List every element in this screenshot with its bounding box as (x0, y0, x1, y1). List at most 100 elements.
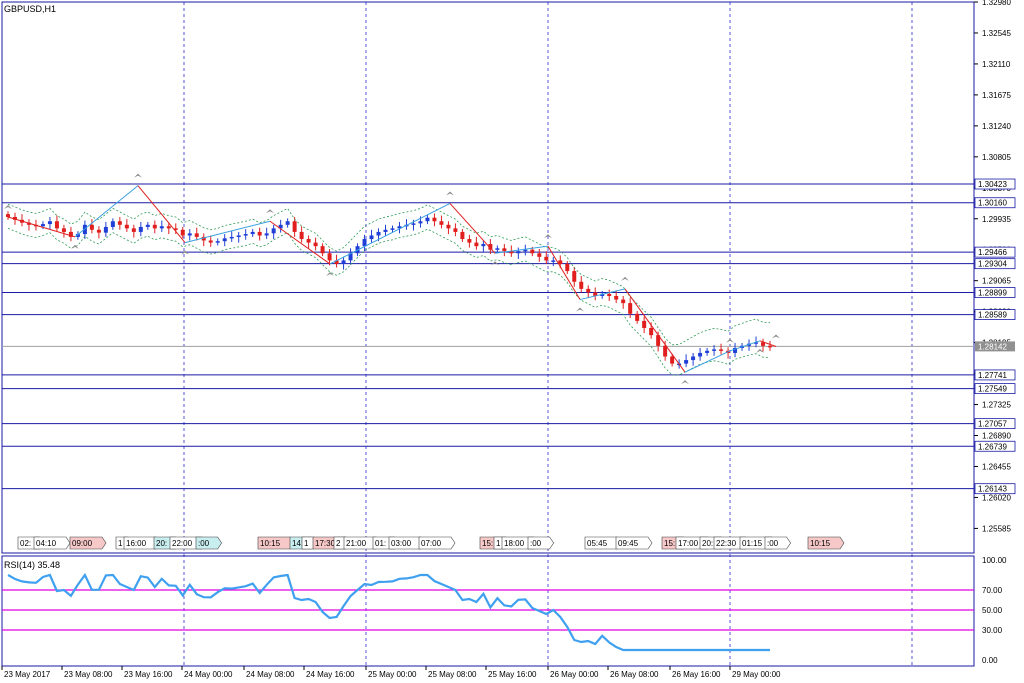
rsi-tick-label: 30.00 (982, 626, 1003, 635)
candle-body (166, 226, 171, 229)
level-price-box (974, 258, 1016, 270)
candle-body (222, 238, 227, 242)
time-marker-label: 09:45 (618, 539, 639, 548)
time-marker-box (418, 536, 456, 550)
time-marker-label: 01:15 (742, 539, 763, 548)
candle-body (642, 320, 647, 329)
time-marker-label: 1 (496, 539, 501, 548)
price-tick-label: 1.31675 (982, 91, 1011, 100)
zigzag-segment (137, 185, 186, 243)
time-marker-label: 17:30 (315, 539, 336, 548)
zigzag-segment (684, 350, 731, 373)
fractal-arrow-icon (266, 209, 274, 214)
price-tick-label: 1.26455 (982, 462, 1011, 471)
time-marker-label: 01: (375, 539, 386, 548)
time-marker-label: 10:15 (810, 539, 831, 548)
candle-body (131, 228, 136, 232)
candle-body (26, 222, 31, 225)
level-price-box (974, 418, 1016, 430)
fractal-arrow-icon (134, 173, 142, 178)
envelope-upper (7, 203, 771, 346)
rsi-line (7, 572, 770, 652)
time-marker-box (33, 536, 71, 550)
candle-body (334, 260, 339, 264)
time-marker-label: 04:10 (36, 539, 57, 548)
candle-body (544, 256, 549, 261)
candle-body (103, 226, 108, 233)
candle-body (600, 293, 605, 296)
candle-body (530, 249, 535, 254)
date-tick-label: 29 May 00:00 (732, 670, 781, 679)
level-price-box (974, 178, 1016, 190)
candle-body (194, 233, 199, 237)
price-tick-label: 1.27325 (982, 401, 1011, 410)
candle-body (614, 295, 619, 300)
candle-body (712, 349, 717, 351)
time-marker-label: 21:00 (346, 539, 367, 548)
price-tick-label: 1.32110 (982, 60, 1011, 69)
price-tick-label: 1.32545 (982, 29, 1011, 38)
candle-body (292, 221, 297, 232)
candle-body (243, 234, 248, 236)
level-price-label: 1.30423 (978, 180, 1007, 189)
candle-body (432, 217, 437, 222)
zigzag-segment (759, 340, 777, 348)
candle-body (754, 342, 759, 344)
candle-body (89, 224, 94, 230)
time-marker-label: 2 (336, 539, 341, 548)
date-tick-label: 23 May 2017 (4, 670, 51, 679)
level-price-label: 1.26739 (978, 442, 1007, 451)
date-tick-label: 24 May 08:00 (246, 670, 295, 679)
price-tick-label: 1.26890 (982, 432, 1011, 441)
candle-body (313, 242, 318, 247)
time-marker-label: :00 (198, 539, 210, 548)
time-marker-label: 20: (156, 539, 167, 548)
price-tick-label: 1.29065 (982, 277, 1011, 286)
time-marker-box (615, 536, 653, 550)
candle-body (390, 228, 395, 230)
candle-body (159, 226, 164, 229)
rsi-pane-frame (1, 555, 975, 667)
rsi-pane: 100.00 70.00 50.00 30.00 0.00 (1, 555, 1007, 667)
candle-body (61, 228, 66, 232)
candle-body (187, 233, 192, 236)
candle-body (467, 239, 472, 243)
candle-body (173, 228, 178, 230)
candle-body (264, 233, 269, 236)
date-tick-label: 25 May 00:00 (368, 670, 417, 679)
time-marker-box (807, 536, 845, 550)
fractal-arrow-icon (576, 307, 584, 312)
level-price-box (974, 287, 1016, 298)
level-price-box (974, 369, 1016, 381)
date-tick-label: 24 May 16:00 (306, 670, 355, 679)
candle-body (229, 236, 234, 239)
zigzag-segment (449, 203, 496, 254)
candle-body (257, 231, 262, 236)
time-marker-label: :00 (767, 539, 779, 548)
time-marker-box (764, 536, 791, 550)
candle-body (502, 248, 507, 252)
current-price-box (975, 341, 1015, 352)
candle-body (733, 347, 738, 353)
price-tick-label: 1.25585 (982, 524, 1011, 533)
candle-body (152, 224, 157, 229)
level-price-label: 1.30160 (978, 199, 1007, 208)
candle-body (572, 271, 577, 282)
level-price-label: 1.28589 (978, 311, 1007, 320)
candle-body (124, 224, 129, 229)
candle-body (215, 241, 220, 243)
candle-body (250, 231, 255, 235)
time-marker-label: 09:00 (72, 539, 93, 548)
zigzag-segment (74, 185, 139, 238)
fractal-arrow-icon (621, 276, 629, 281)
candle-body (418, 221, 423, 224)
time-marker-label: 03:00 (391, 539, 412, 548)
candle-body (327, 253, 332, 261)
candle-body (579, 281, 584, 289)
candle-body (341, 260, 346, 264)
candle-body (523, 249, 528, 252)
candle-body (285, 221, 290, 225)
candle-body (649, 328, 654, 336)
date-tick-label: 26 May 08:00 (610, 670, 659, 679)
candle-body (565, 263, 570, 272)
